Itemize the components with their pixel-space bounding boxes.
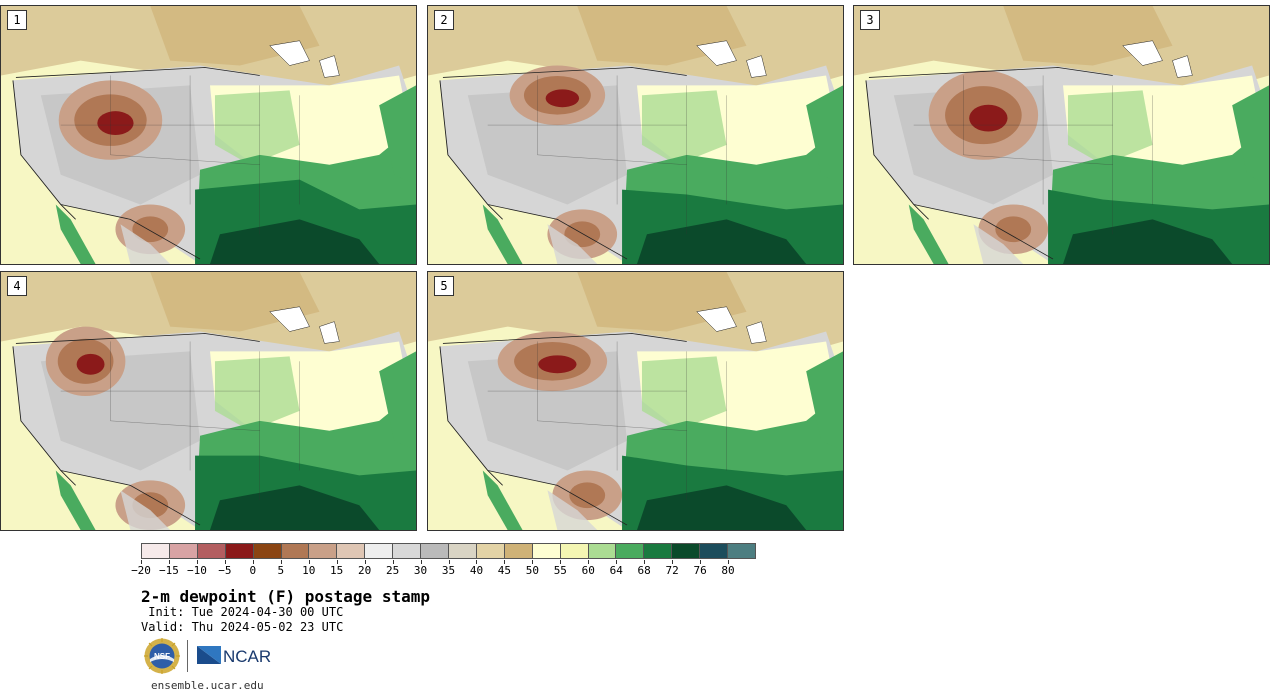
colorbar-tick-label: 72 [665, 564, 679, 577]
colorbar-tick [588, 560, 590, 564]
colorbar-tick-label: 0 [249, 564, 257, 577]
colorbar-tick-label: 15 [330, 564, 344, 577]
svg-text:NSF: NSF [154, 652, 170, 661]
colorbar-tick [336, 560, 338, 564]
colorbar-segment [560, 544, 589, 558]
colorbar-tick [224, 560, 226, 564]
colorbar-tick-label: 60 [581, 564, 595, 577]
colorbar-segment [504, 544, 533, 558]
colorbar-segment [365, 544, 394, 558]
chart-title: 2-m dewpoint (F) postage stamp [141, 587, 430, 606]
colorbar-segment [142, 544, 170, 558]
colorbar-tick-label: 25 [385, 564, 400, 577]
colorbar-tick [392, 560, 394, 564]
dewpoint-map [428, 6, 843, 264]
colorbar-segment [169, 544, 198, 558]
colorbar-segment [644, 544, 673, 558]
map-panel-4: 4 [0, 271, 417, 531]
colorbar-tick-label: 80 [721, 564, 735, 577]
colorbar-segment [532, 544, 561, 558]
colorbar-tick [420, 560, 422, 564]
colorbar-tick-label: 64 [609, 564, 623, 577]
colorbar-segment [616, 544, 645, 558]
panel-number: 4 [7, 276, 27, 296]
colorbar-ticks: −20 −15 −10 −5 0 5 10 15 20 25 30 35 40 45 50 55 60 64 68 7… [131, 560, 756, 580]
logo-divider [187, 640, 188, 672]
colorbar-tick [560, 560, 562, 564]
colorbar-tick-label: −10 [186, 564, 207, 577]
colorbar-tick-label: 30 [413, 564, 428, 577]
colorbar-segment [672, 544, 701, 558]
colorbar-segment [281, 544, 310, 558]
ncar-logo: NCAR [197, 646, 271, 666]
colorbar-tick-label: 76 [693, 564, 707, 577]
colorbar-tick [616, 560, 618, 564]
colorbar-tick-label: 5 [277, 564, 285, 577]
map-panel-5: 5 [427, 271, 844, 531]
dewpoint-map [854, 6, 1269, 264]
colorbar-tick [364, 560, 366, 564]
colorbar-tick [504, 560, 506, 564]
panel-number: 2 [434, 10, 454, 30]
colorbar-tick [252, 560, 254, 564]
colorbar-tick-label: 45 [497, 564, 512, 577]
colorbar-segment [700, 544, 729, 558]
colorbar-segment [588, 544, 617, 558]
colorbar-tick [728, 560, 730, 564]
colorbar-segment [421, 544, 449, 558]
colorbar-tick [476, 560, 478, 564]
colorbar-tick-label: 20 [358, 564, 372, 577]
colorbar-tick [280, 560, 282, 564]
dewpoint-map [1, 272, 416, 530]
colorbar-segment [476, 544, 505, 558]
colorbar [141, 543, 756, 559]
colorbar-tick-label: 40 [469, 564, 484, 577]
colorbar-tick-label: 35 [441, 564, 456, 577]
colorbar-tick [308, 560, 310, 564]
svg-text:NCAR: NCAR [223, 647, 271, 666]
site-url: ensemble.ucar.edu [151, 679, 264, 692]
colorbar-tick [644, 560, 646, 564]
nsf-logo: NSF [144, 638, 180, 674]
map-panel-1: 1 [0, 5, 417, 265]
colorbar-tick-label: 68 [637, 564, 651, 577]
colorbar-segment [197, 544, 226, 558]
colorbar-tick [196, 560, 198, 564]
colorbar-tick-label: 55 [553, 564, 567, 577]
colorbar-tick-label: −20 [131, 564, 151, 577]
colorbar-tick-label: 10 [302, 564, 316, 577]
colorbar-segment [337, 544, 366, 558]
colorbar-segment [309, 544, 338, 558]
colorbar-tick [448, 560, 450, 564]
colorbar-tick [168, 560, 170, 564]
panel-number: 1 [7, 10, 27, 30]
colorbar-segment [393, 544, 422, 558]
colorbar-segment [728, 544, 755, 558]
colorbar-segment [253, 544, 282, 558]
dewpoint-map [428, 272, 843, 530]
colorbar-segment [448, 544, 477, 558]
colorbar-tick-label: −15 [159, 564, 179, 577]
colorbar-tick [532, 560, 534, 564]
colorbar-tick-label: −5 [218, 564, 232, 577]
panel-number: 3 [860, 10, 880, 30]
colorbar-tick [672, 560, 674, 564]
colorbar-segment [225, 544, 254, 558]
colorbar-tick [141, 560, 142, 564]
panel-number: 5 [434, 276, 454, 296]
map-panel-3: 3 [853, 5, 1270, 265]
colorbar-tick-label: 50 [525, 564, 539, 577]
valid-time: Valid: Thu 2024-05-02 23 UTC [141, 620, 344, 634]
colorbar-tick [700, 560, 702, 564]
init-time: Init: Tue 2024-04-30 00 UTC [141, 605, 344, 619]
logos: NSF NCAR [144, 638, 284, 676]
dewpoint-map [1, 6, 416, 264]
map-panel-2: 2 [427, 5, 844, 265]
